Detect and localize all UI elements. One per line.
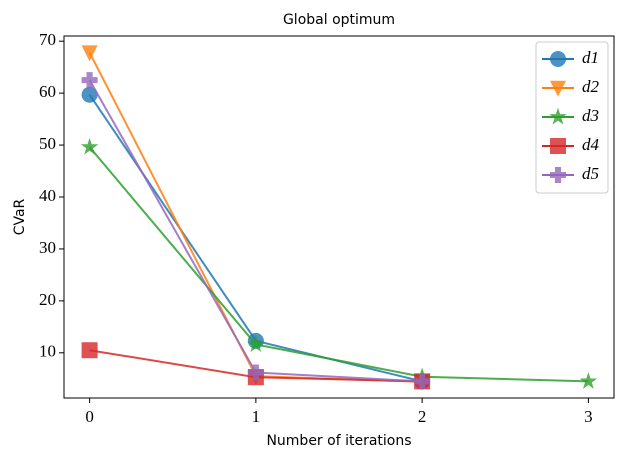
y-tick-label: 10 (39, 342, 56, 361)
legend-label: d5 (582, 164, 599, 183)
marker (550, 138, 566, 154)
x-axis-label: Number of iterations (266, 433, 411, 449)
y-tick-label: 70 (39, 30, 56, 49)
y-tick-label: 60 (39, 82, 56, 101)
x-tick-label: 2 (418, 407, 427, 426)
marker (81, 86, 98, 103)
legend-label: d1 (582, 48, 599, 67)
plot-frame (63, 35, 615, 399)
x-tick-label: 3 (584, 407, 593, 426)
marker (247, 335, 265, 352)
y-axis-label: CVaR (12, 198, 28, 235)
series-line (88, 52, 423, 383)
legend-label: d3 (582, 106, 599, 125)
marker (81, 72, 98, 89)
series-line (88, 146, 589, 383)
legend-label: d2 (582, 77, 600, 96)
y-tick-label: 20 (39, 290, 56, 309)
legend-label: d4 (582, 135, 600, 154)
marker (81, 45, 98, 62)
marker (579, 372, 598, 389)
y-tick-label: 50 (39, 134, 56, 153)
marker (549, 107, 567, 125)
marker (81, 342, 98, 359)
marker (247, 364, 264, 381)
marker (550, 51, 566, 67)
marker (550, 80, 566, 97)
y-tick-label: 40 (39, 186, 56, 205)
marker (80, 137, 99, 155)
y-tick-label: 30 (39, 238, 56, 257)
marker (414, 373, 431, 390)
marker (550, 167, 566, 183)
x-tick-label: 0 (85, 407, 94, 426)
chart-title: Global optimum (283, 12, 395, 28)
x-tick-label: 1 (252, 407, 261, 426)
